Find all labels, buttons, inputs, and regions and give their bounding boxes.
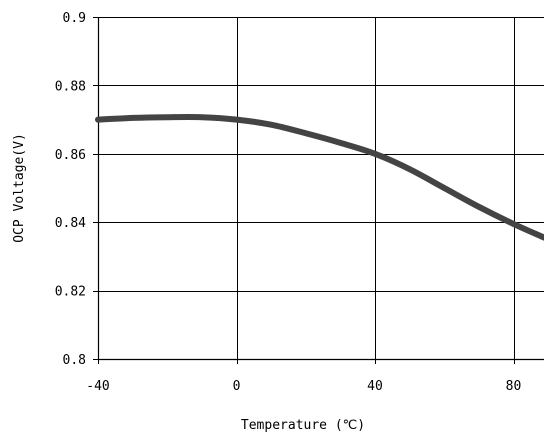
series-layer: [95, 114, 544, 241]
y-tick-label: 0.88: [55, 79, 86, 94]
x-tick-label: 0: [233, 379, 241, 394]
y-tick-label: 0.8: [63, 353, 86, 368]
y-tick-label: 0.86: [55, 148, 86, 163]
y-tick-labels: 0.9 0.88 0.86 0.84 0.82 0.8: [55, 11, 86, 368]
plot-area: [98, 17, 544, 359]
axes: [93, 17, 544, 364]
x-tick-label: 80: [506, 379, 522, 394]
x-tick-label: -40: [86, 379, 109, 394]
x-axis-label: Temperature (℃): [241, 418, 365, 433]
y-axis-label: OCP Voltage(V): [12, 133, 27, 243]
y-tick-label: 0.9: [63, 11, 86, 26]
x-tick-labels: -4004080120: [86, 379, 522, 394]
series-line: [95, 114, 544, 241]
y-tick-label: 0.84: [55, 216, 86, 231]
x-tick-label: 40: [367, 379, 383, 394]
grid-lines: [98, 17, 544, 359]
y-tick-label: 0.82: [55, 285, 86, 300]
